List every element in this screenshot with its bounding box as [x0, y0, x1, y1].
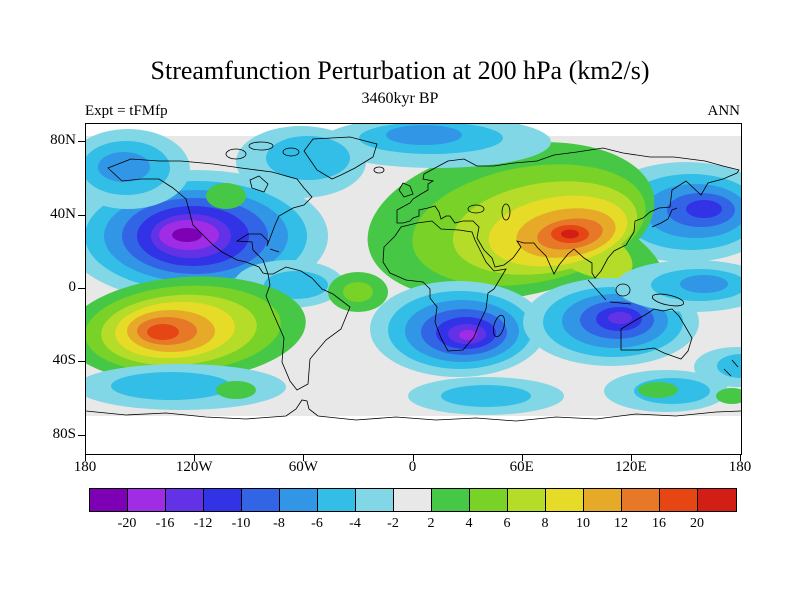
colorbar-tick-label: 12 — [614, 516, 628, 531]
longitude-tick-mark — [85, 454, 86, 461]
longitude-tick-label: 120E — [615, 459, 647, 475]
latitude-tick-mark — [78, 288, 85, 289]
coastlines — [86, 136, 741, 422]
coastline-australia — [620, 308, 693, 360]
anomaly-eurasia-positive — [367, 142, 666, 310]
colorbar-tick-label: 16 — [652, 516, 666, 531]
colorbar-cell — [318, 489, 356, 511]
colorbar-cell — [470, 489, 508, 511]
colorbar-cell — [660, 489, 698, 511]
longitude-tick-label: 180 — [728, 459, 752, 475]
colorbar-tick-label: -10 — [231, 516, 251, 531]
longitude-tick-mark — [412, 454, 414, 461]
coastline-new-zealand — [723, 359, 739, 377]
anomaly-bering-negative — [86, 129, 190, 209]
longitude-tick-mark — [630, 454, 632, 461]
coastline-north-america — [107, 158, 313, 275]
south-polar-cap — [86, 416, 741, 454]
coastline-hudson-bay — [249, 175, 269, 193]
coastline-iceland — [373, 166, 385, 174]
colorbar-cell — [584, 489, 622, 511]
season-label: ANN — [707, 103, 741, 119]
contour-map — [86, 124, 741, 454]
colorbar-cell — [128, 489, 166, 511]
coastline-japan — [651, 207, 678, 228]
longitude-tick-mark — [521, 454, 523, 461]
colorbar-cell — [166, 489, 204, 511]
coastline-baffin — [225, 148, 247, 160]
colorbar-tick-label: -2 — [387, 516, 399, 531]
latitude-tick-label: 40S — [52, 352, 76, 368]
colorbar-tick-label: 10 — [576, 516, 590, 531]
coastline-caspian-sea — [501, 203, 511, 221]
plot-title: Streamfunction Perturbation at 200 hPa (… — [150, 56, 650, 85]
colorbar-tick-label: -4 — [349, 516, 361, 531]
longitude-tick-label: 60E — [509, 459, 534, 475]
colorbar-cell — [90, 489, 128, 511]
colorbar-cell — [204, 489, 242, 511]
colorbar-cell — [432, 489, 470, 511]
colorbar-tick-label: -8 — [273, 516, 285, 531]
coastline-new-guinea — [651, 293, 685, 307]
colorbar-cell — [280, 489, 318, 511]
coastline-ellesmere — [248, 141, 274, 151]
anomaly-southern-africa-negative — [370, 281, 546, 377]
colorbar-cell — [394, 489, 432, 511]
colorbar-cell — [698, 489, 736, 511]
coastline-sumatra-java — [587, 279, 632, 305]
anomaly-maritime-continent-negative — [615, 260, 741, 312]
coastline-black-sea — [467, 204, 485, 214]
latitude-tick-label: 80S — [52, 426, 76, 442]
colorbar-tick-label: 8 — [541, 516, 549, 531]
plot-subtitle: 3460kyr BP — [361, 90, 439, 107]
latitude-tick-mark — [78, 361, 85, 362]
colorbar-tick-label: 6 — [503, 516, 511, 531]
coastline-arctic-isle — [282, 147, 300, 157]
latitude-tick-mark — [78, 215, 85, 216]
longitude-tick-label: 0 — [408, 459, 417, 475]
longitude-tick-label: 60W — [288, 459, 318, 475]
colorbar-cell — [508, 489, 546, 511]
coastline-antarctica — [86, 399, 741, 422]
longitude-tick-label: 120W — [175, 459, 213, 475]
latitude-tick-label: 0 — [68, 279, 77, 295]
colorbar-tick-label: -16 — [155, 516, 175, 531]
experiment-label: Expt = tFMfp — [85, 103, 168, 119]
colorbar-tick-label: -6 — [311, 516, 323, 531]
longitude-tick-mark — [303, 454, 305, 461]
coastline-greenland — [303, 136, 378, 180]
map-panel — [85, 123, 742, 455]
latitude-tick-label: 80N — [50, 132, 76, 148]
coastline-cuba — [269, 248, 280, 253]
anomaly-arctic-canada-negative — [206, 126, 366, 209]
colorbar-cell — [546, 489, 584, 511]
coastline-eurasia — [396, 147, 740, 279]
coastline-south-america — [265, 266, 351, 391]
colorbar-cell — [242, 489, 280, 511]
colorbar-tick-label: 20 — [690, 516, 704, 531]
latitude-tick-label: 40N — [50, 206, 76, 222]
colorbar-labels: -20 -16 -12 -10 -8 -6 -4 -2 2 4 6 8 10 12 16 20 — [89, 516, 737, 536]
longitude-tick-mark — [740, 454, 742, 461]
coastline-madagascar — [492, 314, 506, 338]
latitude-tick-mark — [78, 435, 85, 436]
colorbar-tick-label: -20 — [117, 516, 137, 531]
coastline-africa — [382, 220, 507, 352]
colorbar-tick-label: -12 — [193, 516, 213, 531]
anomaly-south-pacific-positive — [86, 276, 306, 382]
coastline-britain — [398, 182, 414, 198]
anomaly-arctic-negative — [321, 124, 551, 168]
colorbar-tick-label: 2 — [427, 516, 435, 531]
colorbar — [89, 488, 737, 512]
latitude-tick-mark — [78, 141, 85, 142]
colorbar-cell — [356, 489, 394, 511]
longitude-tick-mark — [194, 454, 196, 461]
colorbar-tick-label: 4 — [465, 516, 473, 531]
coastline-borneo — [615, 283, 631, 297]
longitude-tick-label: 180 — [73, 459, 97, 475]
colorbar-cell — [622, 489, 660, 511]
anomaly-southern-ocean-bands — [86, 347, 741, 415]
